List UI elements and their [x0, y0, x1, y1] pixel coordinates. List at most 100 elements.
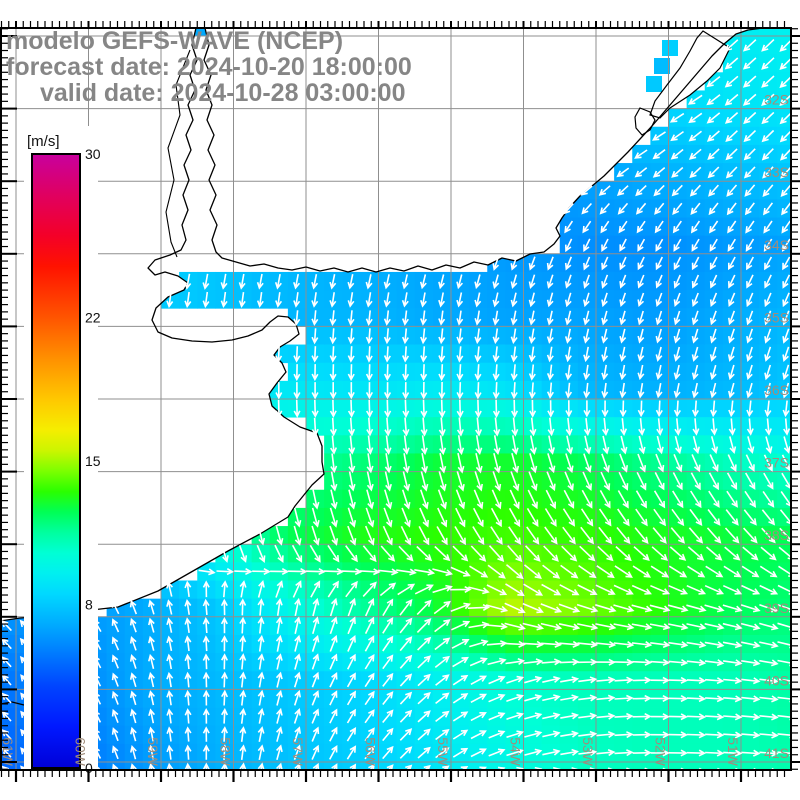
- wind-arrow: [130, 726, 137, 742]
- wind-arrow: [347, 597, 356, 617]
- wind-arrow: [672, 472, 683, 491]
- wind-arrow: [506, 675, 525, 684]
- wind-arrow: [528, 364, 536, 381]
- wind-arrow: [328, 744, 338, 760]
- wind-arrow: [293, 364, 301, 382]
- wind-arrow: [287, 568, 308, 576]
- wind-arrow: [366, 471, 374, 492]
- wind-arrow: [365, 310, 373, 327]
- wind-arrow: [547, 417, 555, 437]
- wind-arrow: [782, 364, 790, 381]
- wind-arrow: [492, 399, 500, 418]
- wind-arrow: [650, 731, 670, 739]
- wind-arrow: [705, 546, 723, 561]
- wind-arrow: [777, 603, 791, 613]
- wind-arrow: [546, 256, 554, 271]
- wind-arrow: [691, 238, 700, 252]
- wind-arrow: [275, 292, 283, 308]
- wind-arrow: [220, 598, 228, 616]
- longitude-label: 61W: [0, 737, 16, 767]
- wind-arrow: [434, 637, 451, 651]
- wind-arrow: [708, 202, 719, 216]
- wind-arrow: [493, 453, 501, 474]
- wind-arrow: [523, 658, 544, 666]
- wind-arrow: [330, 489, 338, 510]
- wind-arrow: [294, 653, 302, 670]
- wind-arrow: [435, 692, 450, 705]
- wind-arrow: [759, 622, 779, 631]
- wind-arrow: [504, 622, 526, 631]
- sea-cell: [1, 707, 17, 727]
- wind-arrow: [469, 657, 488, 667]
- longitude-label: 58W: [218, 737, 234, 767]
- wind-arrow: [704, 623, 725, 631]
- wind-arrow: [382, 654, 394, 670]
- wind-arrow: [686, 677, 707, 685]
- wind-arrow: [524, 730, 543, 738]
- wind-arrow: [148, 635, 155, 651]
- wind-arrow: [438, 399, 446, 419]
- wind-arrow: [527, 489, 538, 510]
- wind-arrow: [399, 617, 413, 634]
- wind-arrow: [598, 526, 613, 545]
- wind-arrow: [475, 417, 483, 437]
- wind-arrow: [746, 292, 754, 308]
- wind-arrow: [438, 346, 446, 363]
- wind-arrow: [347, 525, 357, 546]
- coast-uruguay: [203, 28, 764, 273]
- wind-arrow: [724, 527, 740, 544]
- wind-arrow: [257, 634, 265, 652]
- colorbar-tick-label: 8: [85, 596, 93, 612]
- gridlines: [1, 28, 791, 770]
- wind-arrow: [467, 603, 491, 611]
- wind-arrow: [434, 619, 451, 633]
- wind-arrow: [507, 545, 523, 563]
- wind-arrow: [383, 328, 391, 345]
- wind-arrow: [347, 346, 355, 363]
- wind-arrow: [637, 400, 645, 418]
- wind-arrow: [704, 641, 725, 649]
- wind-arrow: [492, 292, 500, 308]
- wind-arrow: [524, 694, 543, 702]
- wind-arrow: [510, 256, 518, 271]
- wind-arrow: [399, 636, 413, 652]
- wind-arrow: [632, 676, 652, 684]
- wind-arrow: [417, 673, 431, 687]
- wind-arrow: [311, 690, 320, 706]
- wind-arrow: [366, 399, 374, 418]
- wind-arrow: [329, 310, 337, 326]
- wind-arrow: [239, 616, 247, 634]
- wind-arrow: [673, 364, 681, 381]
- wind-arrow: [632, 731, 652, 739]
- wind-arrow: [668, 623, 689, 631]
- wind-arrow: [420, 417, 428, 437]
- wind-arrow: [432, 584, 453, 594]
- wind-arrow: [743, 166, 756, 179]
- wind-arrow: [420, 381, 428, 400]
- wind-arrow: [722, 641, 743, 649]
- wind-arrow: [470, 712, 487, 722]
- wind-arrow: [637, 274, 645, 289]
- sea-cell: [124, 762, 144, 770]
- wind-arrow: [383, 507, 393, 528]
- wind-arrow: [1, 729, 12, 740]
- wind-arrow: [148, 617, 155, 633]
- wind-arrow: [435, 728, 450, 741]
- wind-arrow: [382, 616, 394, 634]
- wind-arrow: [364, 653, 375, 670]
- wind-arrow: [595, 623, 617, 631]
- wind-arrow: [166, 708, 174, 724]
- wind-arrow: [655, 310, 663, 326]
- wind-arrow: [686, 584, 707, 595]
- wind-arrow: [148, 690, 156, 706]
- sea-cell: [324, 762, 343, 770]
- wind-arrow: [184, 599, 192, 615]
- wind-arrow: [637, 346, 645, 362]
- wind-arrow: [686, 695, 707, 703]
- wind-arrow: [650, 658, 671, 666]
- wind-arrow: [529, 417, 537, 437]
- wind-arrow: [728, 310, 736, 326]
- wind-arrow: [420, 328, 428, 345]
- wind-arrow: [166, 599, 174, 615]
- wind-arrow: [257, 726, 265, 742]
